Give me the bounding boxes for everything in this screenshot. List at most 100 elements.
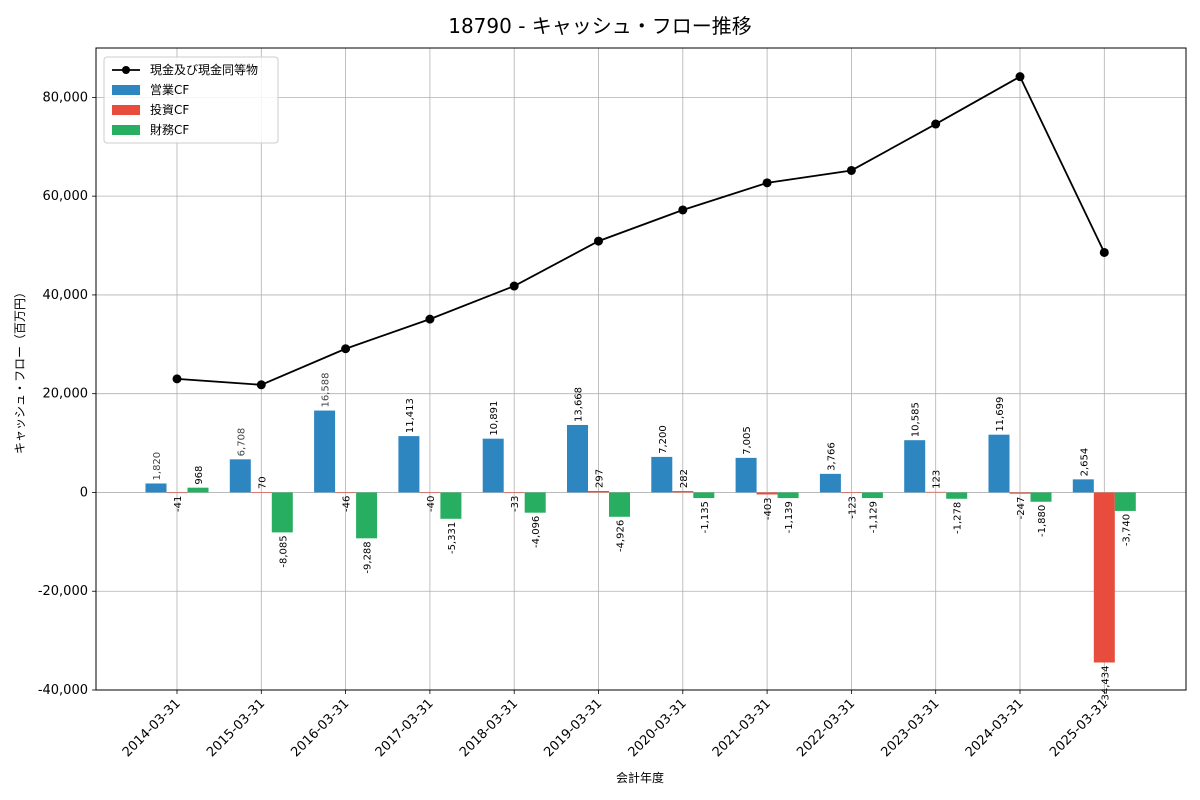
legend-label: 現金及び現金同等物 (150, 62, 258, 77)
cash-point (1015, 72, 1025, 82)
bar-operating (567, 424, 588, 493)
bar-operating (398, 436, 420, 493)
cash-point (1099, 247, 1109, 257)
bar-investing (588, 490, 609, 493)
data-label: 3,766 (826, 442, 837, 471)
y-tick-label: 80,000 (43, 90, 89, 105)
bar-financing (187, 487, 209, 493)
bar-operating (651, 456, 673, 493)
data-label: -5,331 (447, 522, 458, 554)
data-label: 13,668 (574, 387, 585, 422)
cash-point (256, 380, 266, 390)
data-label: 1,820 (152, 452, 163, 481)
data-label: -1,129 (868, 501, 879, 533)
bar-investing (419, 492, 441, 494)
cash-point (931, 119, 941, 129)
data-label: 2,654 (1079, 448, 1090, 477)
y-tick-label: -40,000 (38, 683, 88, 698)
data-label: -403 (763, 497, 774, 520)
data-label: 6,708 (236, 428, 247, 457)
legend-box (103, 56, 279, 144)
data-label: -3,740 (1121, 514, 1132, 546)
data-label: 16,588 (321, 373, 332, 408)
bar-operating (1072, 479, 1094, 493)
bar-investing (756, 492, 778, 495)
bar-financing (609, 492, 630, 517)
bar-investing (335, 492, 357, 494)
bar-operating (145, 483, 167, 493)
cash-point (341, 344, 351, 354)
cash-point (762, 178, 772, 188)
cash-point (594, 236, 603, 246)
y-tick-label: 0 (80, 485, 88, 500)
bar-financing (440, 492, 462, 519)
bar-investing (840, 492, 862, 494)
y-tick-label: -20,000 (38, 584, 88, 599)
data-label: 7,200 (658, 425, 669, 454)
bar-financing (524, 492, 546, 513)
data-label: -1,880 (1037, 505, 1048, 537)
x-axis-title: 会計年度 (616, 770, 664, 785)
bar-investing (1009, 492, 1031, 494)
bar-financing (693, 492, 715, 499)
cash-point (172, 374, 182, 384)
bar-financing (1030, 492, 1052, 502)
data-label: -4,926 (616, 520, 627, 552)
bar-operating (735, 457, 757, 493)
bar-investing (503, 492, 525, 494)
data-label: -46 (342, 496, 353, 512)
bar-operating (229, 459, 251, 493)
bar-operating (988, 434, 1010, 493)
data-label: -8,085 (278, 535, 289, 567)
legend-label: 営業CF (150, 83, 189, 97)
bar-investing (166, 492, 188, 494)
bar-financing (777, 492, 799, 499)
data-label: 11,699 (995, 397, 1006, 432)
plot-frame (95, 47, 1187, 691)
legend-swatch-bar (112, 105, 140, 115)
data-label: 10,585 (911, 402, 922, 437)
bar-operating (482, 438, 504, 493)
legend-swatch-bar (112, 85, 140, 95)
cash-point (678, 205, 688, 215)
legend-label: 投資CF (150, 102, 189, 117)
line-layer (172, 72, 1109, 390)
bar-financing (356, 492, 378, 539)
data-label: 297 (595, 469, 606, 488)
data-label: 10,891 (489, 401, 500, 436)
cash-point (509, 281, 519, 291)
data-label: -1,135 (700, 501, 711, 533)
data-label: -40 (426, 496, 437, 512)
data-label: 11,413 (405, 398, 416, 433)
data-label: 7,005 (742, 426, 753, 455)
chart-title: 18790 - キャッシュ・フロー推移 (448, 14, 752, 38)
legend-swatch-marker (122, 66, 130, 74)
data-label: -41 (173, 496, 184, 512)
data-label: 70 (257, 476, 268, 489)
data-label: -123 (847, 496, 858, 519)
label-layer: 1,820 6,708 16,588 11,413 10,891 13,668 7,200 7… (152, 373, 1132, 705)
data-label: -4,096 (531, 516, 542, 548)
bar-investing (250, 492, 272, 493)
y-tick-label: 20,000 (43, 387, 89, 402)
y-tick-label: 40,000 (43, 288, 89, 303)
data-label: 282 (679, 469, 690, 488)
data-label: -9,288 (363, 541, 374, 573)
cash-point (425, 314, 435, 324)
bar-investing (1093, 492, 1115, 663)
cash-point (846, 165, 856, 175)
data-label: -1,278 (953, 502, 964, 534)
data-label: -34,434 (1100, 666, 1111, 705)
bar-operating (314, 410, 336, 493)
cash-line (176, 75, 1106, 386)
data-label: 968 (194, 466, 205, 485)
data-label: -1,139 (784, 501, 795, 533)
y-tick-label: 60,000 (43, 189, 89, 204)
bar-investing (925, 491, 947, 493)
data-label: 123 (932, 470, 943, 489)
bar-investing (672, 491, 694, 493)
bar-financing (861, 492, 883, 499)
bar-financing (1114, 492, 1136, 511)
data-label: -33 (510, 496, 521, 512)
